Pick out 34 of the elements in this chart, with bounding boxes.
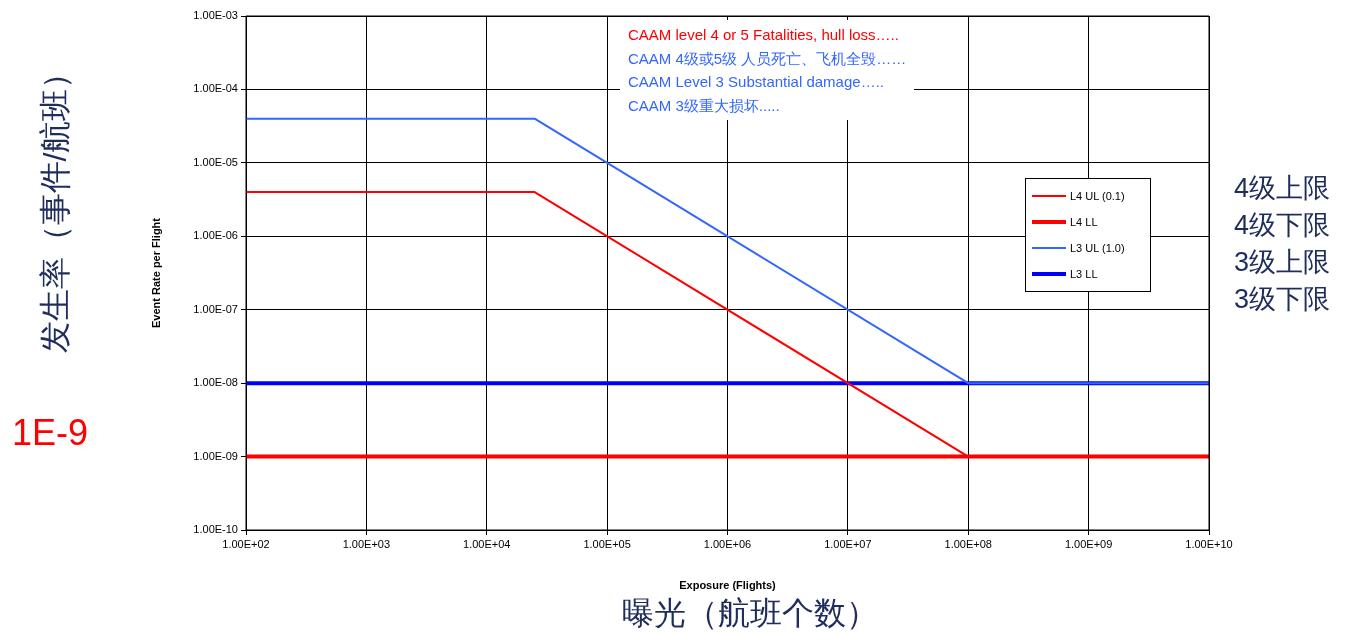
y-axis-title: Event Rate per Flight [149, 217, 162, 329]
annotation: CAAM 3级重大损坏..... [628, 95, 781, 116]
y-tick-label: 1.00E-06 [193, 229, 238, 242]
annotation: CAAM level 4 or 5 Fatalities, hull loss….. [628, 25, 900, 45]
y-tick-label: 1.00E-09 [193, 449, 238, 462]
y-tick-label: 1.00E-08 [193, 376, 238, 389]
x-axis-title: Exposure (Flights) [679, 579, 777, 592]
x-tick-label: 1.00E+02 [222, 537, 270, 550]
y-tick-label: 1.00E-07 [193, 302, 238, 315]
y-tick-label: 1.00E-05 [193, 155, 238, 168]
x-tick-label: 1.00E+09 [1064, 537, 1113, 550]
legend-label: L4 UL (0.1) [1069, 189, 1126, 204]
y-tick-label: 1.00E-04 [193, 82, 238, 95]
annotation: CAAM 4级或5级 人员死亡、飞机全毁…… [628, 48, 907, 69]
annotation: CAAM Level 3 Substantial damage….. [628, 72, 885, 92]
legend-label: L3 LL [1069, 267, 1099, 282]
legend-label: L3 UL (1.0) [1069, 241, 1126, 256]
legend-label: L4 LL [1069, 215, 1099, 230]
text: 4级下限 [1234, 209, 1331, 242]
x-tick-label: 1.00E+08 [944, 537, 992, 550]
text: 1E-9 [12, 412, 89, 454]
y-tick-label: 1.00E-10 [193, 523, 238, 536]
x-tick-label: 1.00E+06 [703, 537, 752, 550]
text: 3级下限 [1234, 283, 1331, 316]
x-tick-label: 1.00E+04 [463, 537, 511, 550]
x-tick-label: 1.00E+03 [342, 537, 391, 550]
text: 曝光（航班个数） [622, 594, 878, 633]
y-tick-label: 1.00E-03 [193, 9, 238, 22]
x-tick-label: 1.00E+07 [824, 537, 872, 550]
text: 发生率（事件/航班） [36, 56, 74, 354]
text: 4级上限 [1234, 172, 1331, 205]
x-tick-label: 1.00E+10 [1185, 537, 1233, 550]
text: 3级上限 [1234, 246, 1331, 279]
x-tick-label: 1.00E+05 [583, 537, 631, 550]
